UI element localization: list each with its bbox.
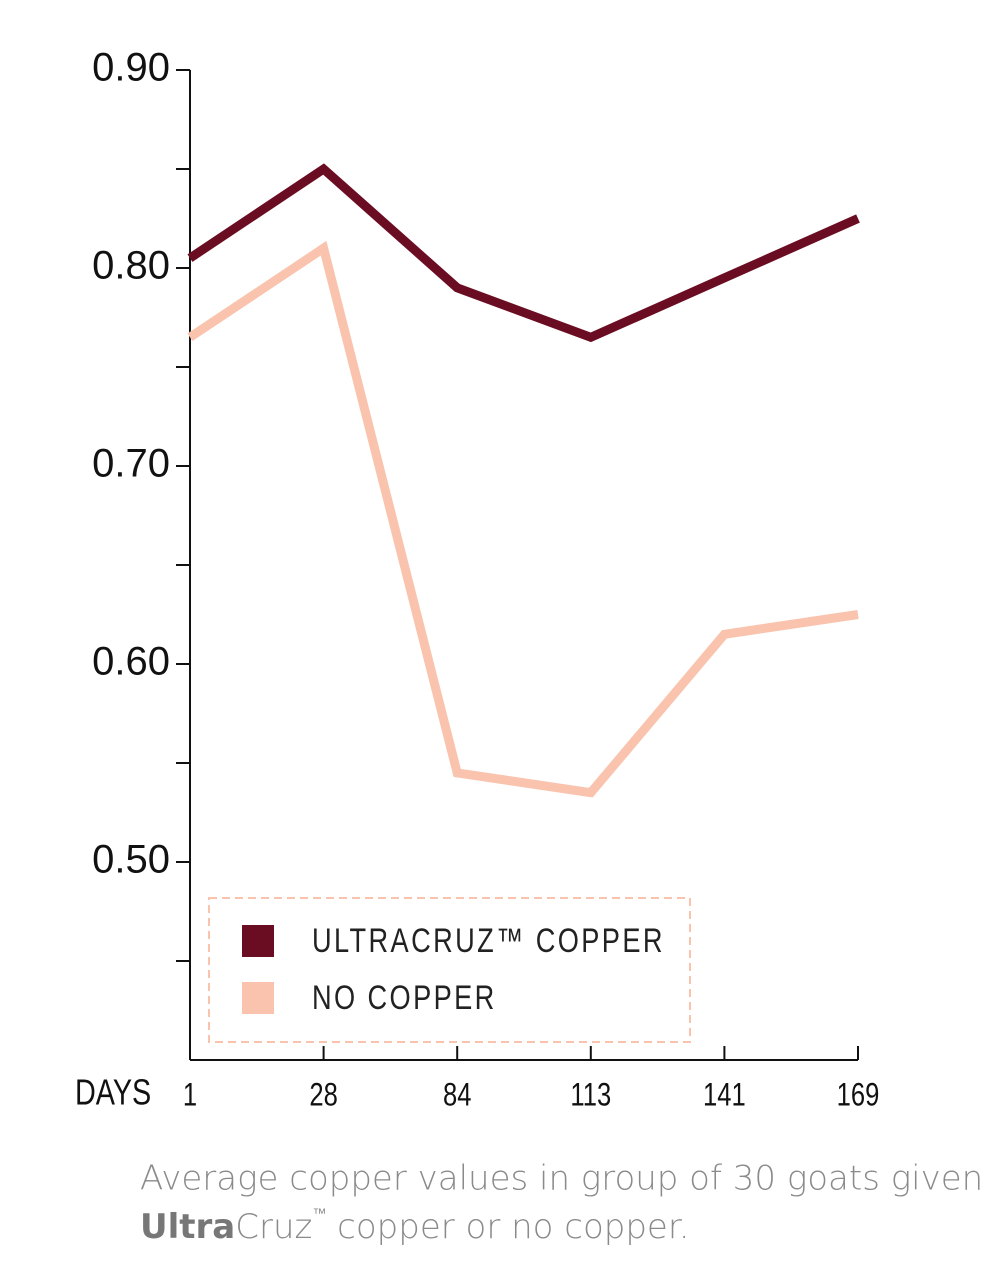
caption-tm: ™	[312, 1206, 326, 1222]
series-line	[187, 240, 859, 798]
caption-brand: Cruz	[235, 1207, 312, 1247]
legend-label: NO COPPER	[312, 978, 497, 1017]
x-tick-label: 169	[837, 1078, 880, 1113]
legend-swatch	[242, 982, 274, 1014]
x-tick-label: 113	[570, 1078, 611, 1113]
x-tick-label: 84	[443, 1078, 471, 1113]
x-tick-label: 1	[183, 1078, 197, 1113]
y-tick-label: 0.60	[92, 640, 170, 684]
x-tick-label: 141	[703, 1078, 746, 1113]
series-line	[187, 163, 860, 343]
legend-swatch	[242, 925, 274, 957]
y-tick-label: 0.50	[92, 838, 170, 882]
legend-label: ULTRACRUZ™ COPPER	[312, 921, 665, 960]
x-axis-label: DAYS	[75, 1071, 151, 1112]
caption: UltraCruz™ copper or no copper.	[140, 1206, 690, 1247]
caption-brand: Ultra	[140, 1207, 235, 1247]
caption: Average copper values in group of 30 goa…	[140, 1159, 983, 1199]
x-tick-label: 28	[309, 1078, 337, 1113]
y-tick-label: 0.70	[92, 442, 170, 486]
caption-text: copper or no copper.	[326, 1207, 689, 1247]
y-tick-label: 0.80	[92, 244, 170, 288]
y-tick-label: 0.90	[92, 46, 170, 90]
legend-box	[208, 897, 691, 1043]
